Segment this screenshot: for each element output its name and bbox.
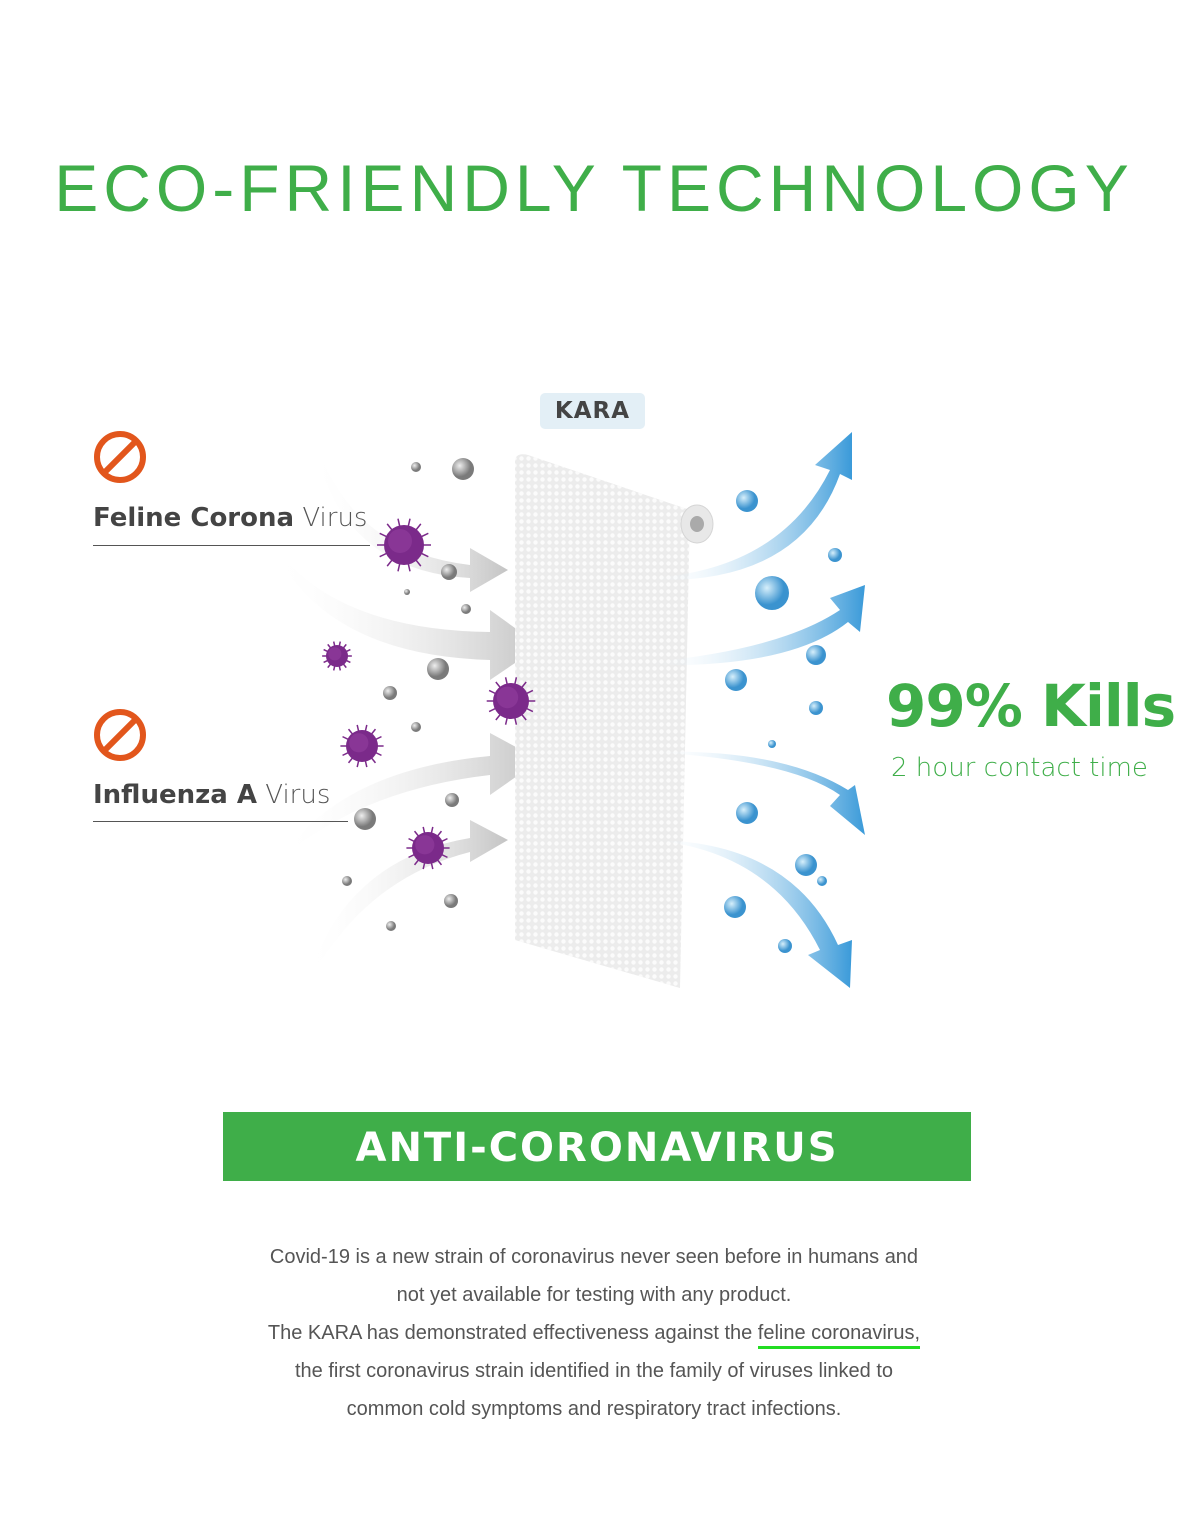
gray-arrow [280,733,540,860]
virus-icon [406,826,450,870]
clean-droplet [806,645,826,665]
virus-highlight [415,835,435,855]
virus-icon [340,724,384,768]
gray-particle [342,876,352,886]
gray-particle [427,658,449,680]
clean-droplet [736,490,758,512]
description-line: common cold symptoms and respiratory tra… [346,1398,842,1420]
anti-coronavirus-banner: ANTI-CORONAVIRUS [223,1112,971,1181]
gray-particle [404,589,410,595]
kill-rate-headline: 99% Kills [886,672,1176,740]
clean-droplet [724,896,746,918]
gray-particle [411,722,421,732]
gray-arrow [305,820,508,990]
clean-droplet [795,854,817,876]
blue-arrow [650,751,865,835]
virus-highlight [328,647,342,661]
particles [322,458,842,953]
clean-droplet [736,802,758,824]
virus-highlight [388,529,412,553]
description-text: The KARA has demonstrated effectiveness … [267,1322,758,1344]
virus-name: Feline Corona [93,503,295,533]
gray-particle [383,686,397,700]
virus-suffix: Virus [265,780,331,810]
gray-arrow [270,540,540,680]
clean-droplet [725,669,747,691]
clean-droplet [828,548,842,562]
filter-sheet [515,454,714,988]
clean-droplet [778,939,792,953]
virus-highlight [496,686,519,709]
outgoing-arrows [650,432,865,988]
page-title: ECO-FRIENDLY TECHNOLOGY [54,151,1134,225]
virus-label-feline-corona: Feline Corona Virus [93,503,367,533]
virus-suffix: Virus [302,503,368,533]
blue-arrow [650,585,865,666]
clean-droplet [817,876,827,886]
blue-arrow [650,432,852,581]
virus-icon [486,677,536,725]
gray-particle [354,808,376,830]
virus-icon [322,641,352,671]
product-label: KARA [540,393,645,429]
leader-line [93,545,370,546]
description-line: the first coronavirus strain identified … [294,1360,894,1382]
gray-particle [441,564,457,580]
description-line: not yet available for testing with any p… [396,1284,792,1306]
gray-particle [386,921,396,931]
leader-line [93,821,348,822]
virus-name: Influenza A [93,780,257,810]
ban-icon [94,431,146,483]
gray-particle [444,894,458,908]
gray-particle [452,458,474,480]
gray-particle [411,462,421,472]
virus-label-influenza-a: Influenza A Virus [93,780,330,810]
blue-arrow [650,840,852,988]
gray-particle [445,793,459,807]
highlighted-text: feline coronavirus, [757,1322,921,1349]
description: Covid-19 is a new strain of coronavirus … [0,1238,1188,1428]
clean-droplet [768,740,776,748]
contact-time: 2 hour contact time [891,753,1148,783]
description-line: The KARA has demonstrated effectiveness … [0,1314,1188,1352]
gray-particle [461,604,471,614]
clean-droplet [809,701,823,715]
ban-icon [94,709,146,761]
description-line: Covid-19 is a new strain of coronavirus … [269,1246,919,1268]
virus-highlight [349,733,369,753]
virus-icon [377,518,431,572]
clean-droplet [755,576,789,610]
